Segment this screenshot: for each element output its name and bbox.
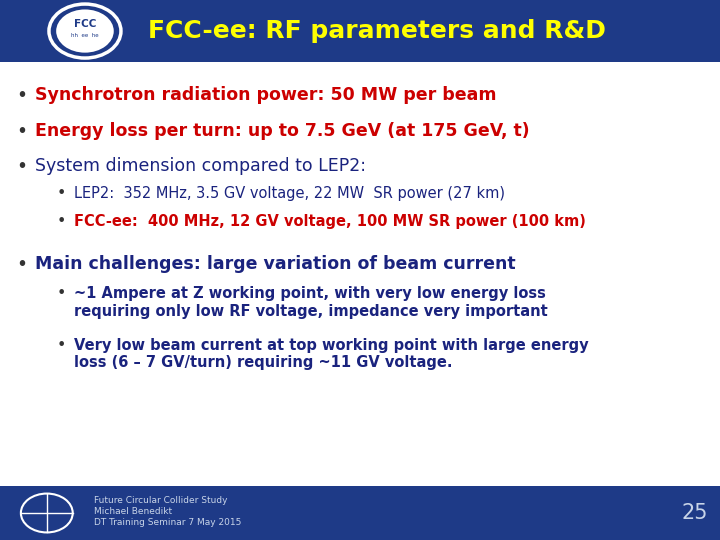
Text: •: • xyxy=(16,255,27,274)
Text: •: • xyxy=(16,86,27,105)
Text: FCC: FCC xyxy=(73,19,96,29)
Text: ~1 Ampere at Z working point, with very low energy loss
requiring only low RF vo: ~1 Ampere at Z working point, with very … xyxy=(74,286,548,319)
Text: •: • xyxy=(16,122,27,140)
Text: 25: 25 xyxy=(682,503,708,523)
Text: Energy loss per turn: up to 7.5 GeV (at 175 GeV, t): Energy loss per turn: up to 7.5 GeV (at … xyxy=(35,122,529,139)
Text: Future Circular Collider Study: Future Circular Collider Study xyxy=(94,496,227,505)
Circle shape xyxy=(56,10,114,53)
Text: Synchrotron radiation power: 50 MW per beam: Synchrotron radiation power: 50 MW per b… xyxy=(35,86,496,104)
Text: LEP2:  352 MHz, 3.5 GV voltage, 22 MW  SR power (27 km): LEP2: 352 MHz, 3.5 GV voltage, 22 MW SR … xyxy=(74,186,505,201)
Bar xyxy=(0,486,720,540)
Text: hh  ee  he: hh ee he xyxy=(71,33,99,38)
Text: •: • xyxy=(16,157,27,176)
Bar xyxy=(0,0,720,62)
Text: Michael Benedikt: Michael Benedikt xyxy=(94,507,172,516)
Text: Main challenges: large variation of beam current: Main challenges: large variation of beam… xyxy=(35,255,516,273)
Text: System dimension compared to LEP2:: System dimension compared to LEP2: xyxy=(35,157,366,174)
Text: Very low beam current at top working point with large energy
loss (6 – 7 GV/turn: Very low beam current at top working poi… xyxy=(74,338,589,370)
Text: •: • xyxy=(56,338,66,353)
Text: •: • xyxy=(56,286,66,301)
Text: •: • xyxy=(56,214,66,230)
Text: •: • xyxy=(56,186,66,201)
Text: FCC-ee:  400 MHz, 12 GV voltage, 100 MW SR power (100 km): FCC-ee: 400 MHz, 12 GV voltage, 100 MW S… xyxy=(74,214,586,230)
Text: FCC-ee: RF parameters and R&D: FCC-ee: RF parameters and R&D xyxy=(148,19,606,43)
Text: DT Training Seminar 7 May 2015: DT Training Seminar 7 May 2015 xyxy=(94,518,241,526)
